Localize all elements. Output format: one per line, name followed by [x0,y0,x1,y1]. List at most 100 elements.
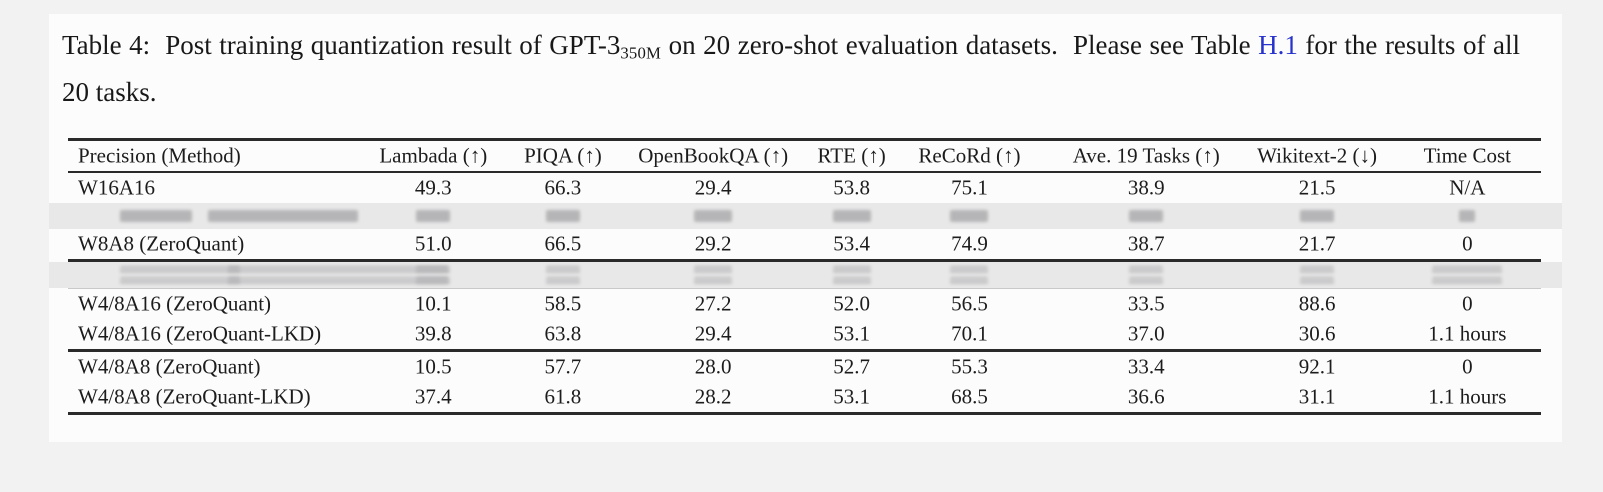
blurred-text-smudge [950,265,989,274]
blurred-text-smudge [950,276,989,285]
value-cell: 30.6 [1298,321,1336,346]
blurred-text-smudge [694,265,733,274]
redacted-row [49,203,1562,229]
value-cell: 1.1 hours [1428,384,1507,408]
blurred-text-smudge [545,265,580,274]
method-cell: W8A8 (ZeroQuant) [78,231,245,256]
caption-text: for the results of all 20 tasks. [62,30,1520,107]
blurred-text-smudge [1459,210,1476,222]
table-row: W4/8A8 (ZeroQuant-LKD) 37.4 61.8 28.2 53.1 68… [68,382,1541,412]
table-row: W4/8A8 (ZeroQuant) 10.5 57.7 28.0 52.7 55.3 33… [68,352,1541,382]
value-cell: 88.6 [1298,291,1336,316]
value-cell: 1.1 hours [1428,321,1507,346]
blurred-text-smudge [832,276,871,285]
value-cell: 36.6 [1127,384,1165,408]
column-header: ReCoRd (↑) [918,143,1021,168]
method-cell: W16A16 [78,175,155,200]
method-cell: W4/8A8 (ZeroQuant) [78,354,261,378]
value-cell: 28.2 [694,384,732,408]
value-cell: 33.5 [1127,291,1165,316]
value-cell: 21.5 [1298,175,1336,200]
blurred-text-smudge [832,210,871,222]
blurred-text-smudge [694,276,733,285]
value-cell: 61.8 [544,384,582,408]
value-cell: 0 [1462,354,1473,378]
value-cell: 66.3 [544,175,582,200]
value-cell: 33.4 [1127,354,1165,378]
column-header: Lambada (↑) [379,143,488,168]
table-body: W16A16 49.3 66.3 29.4 53.8 75.1 38.9 21.5 N/A W8A… [49,173,1562,412]
blurred-text-smudge [228,265,448,274]
table-bottom-rule [68,411,1541,415]
blurred-text-smudge [1300,210,1335,222]
blurred-text-smudge [1300,276,1335,285]
value-cell: 58.5 [544,291,582,316]
column-header: OpenBookQA (↑) [638,143,789,168]
value-cell: 51.0 [414,231,452,256]
column-header: Wikitext-2 (↓) [1257,143,1378,168]
value-cell: 52.0 [833,291,870,316]
blurred-text-smudge [120,265,240,274]
method-cell: W4/8A16 (ZeroQuant-LKD) [78,321,322,346]
value-cell: 29.2 [694,231,732,256]
value-cell: 53.4 [833,231,870,256]
value-cell: 55.3 [951,354,988,378]
value-cell: 29.4 [694,175,732,200]
column-header: Precision (Method) [78,143,241,168]
value-cell: 57.7 [544,354,582,378]
redacted-line [68,208,1541,224]
caption-subscript: 350M [620,43,662,63]
table-rule [68,288,1541,289]
value-cell: 29.4 [694,321,732,346]
table-row: W4/8A16 (ZeroQuant) 10.1 58.5 27.2 52.0 56.5 3… [68,289,1541,319]
value-cell: 53.1 [833,321,870,346]
table-top-rule [68,138,1541,141]
blurred-text-smudge [950,210,989,222]
value-cell: 28.0 [694,354,732,378]
table-caption: Table 4: Post training quantization resu… [62,26,1520,112]
paper-page: Table 4: Post training quantization resu… [49,14,1562,442]
table-rule [68,259,1541,262]
results-table: Precision (Method) Lambada (↑) PIQA (↑) Ope… [49,138,1562,415]
table-row: W8A8 (ZeroQuant) 51.0 66.5 29.2 53.4 74.9 38.7… [68,229,1541,259]
blurred-text-smudge [1432,276,1503,285]
value-cell: 53.1 [833,384,870,408]
blurred-text-smudge [1129,265,1164,274]
value-cell: N/A [1449,175,1486,200]
table-h1-link[interactable]: H.1 [1258,30,1298,60]
value-cell: 0 [1462,291,1473,316]
redacted-line [68,275,1541,286]
table-row: W4/8A16 (ZeroQuant-LKD) 39.8 63.8 29.4 53.1 7… [68,319,1541,349]
column-header: PIQA (↑) [524,143,602,168]
value-cell: 68.5 [951,384,988,408]
blurred-text-smudge [832,265,871,274]
table-row: W16A16 49.3 66.3 29.4 53.8 75.1 38.9 21.5 N/A [68,173,1541,203]
value-cell: 21.7 [1298,231,1336,256]
blurred-text-smudge [228,276,448,285]
blurred-text-smudge [1300,265,1335,274]
blurred-text-smudge [120,210,192,222]
caption-text: Post training quantization result of GPT… [150,30,621,60]
value-cell: 38.7 [1127,231,1165,256]
value-cell: 39.8 [414,321,452,346]
value-cell: 52.7 [833,354,870,378]
value-cell: 66.5 [544,231,582,256]
blurred-text-smudge [416,276,451,285]
blurred-text-smudge [416,265,451,274]
value-cell: 10.1 [414,291,452,316]
column-header: Ave. 19 Tasks (↑) [1072,143,1220,168]
caption-text: on 20 zero-shot evaluation datasets. Ple… [661,30,1259,60]
value-cell: 0 [1462,231,1473,256]
caption-table-number: Table 4: [62,30,151,60]
table-rule [68,349,1541,352]
redacted-row [49,262,1562,288]
table-header-row: Precision (Method) Lambada (↑) PIQA (↑) Ope… [68,141,1541,171]
value-cell: 37.4 [414,384,452,408]
blurred-text-smudge [694,210,733,222]
value-cell: 38.9 [1127,175,1165,200]
blurred-text-smudge [545,276,580,285]
blurred-text-smudge [208,210,358,222]
value-cell: 37.0 [1127,321,1165,346]
redacted-line [68,264,1541,275]
blurred-text-smudge [120,276,240,285]
